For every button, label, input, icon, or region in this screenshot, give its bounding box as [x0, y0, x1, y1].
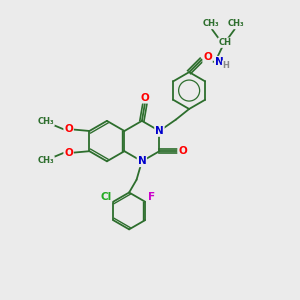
Text: O: O	[203, 52, 212, 62]
Text: O: O	[64, 148, 73, 158]
Text: Cl: Cl	[100, 192, 111, 202]
Text: N: N	[215, 57, 224, 67]
Text: H: H	[223, 61, 230, 70]
Text: N: N	[137, 156, 146, 166]
Text: O: O	[64, 124, 73, 134]
Text: CH₃: CH₃	[38, 157, 54, 166]
Text: CH₃: CH₃	[202, 20, 219, 28]
Text: N: N	[155, 126, 164, 136]
Text: O: O	[178, 146, 187, 156]
Text: CH₃: CH₃	[228, 20, 244, 28]
Text: F: F	[148, 192, 155, 202]
Text: CH₃: CH₃	[38, 117, 54, 126]
Text: CH: CH	[218, 38, 231, 47]
Text: O: O	[140, 93, 149, 103]
